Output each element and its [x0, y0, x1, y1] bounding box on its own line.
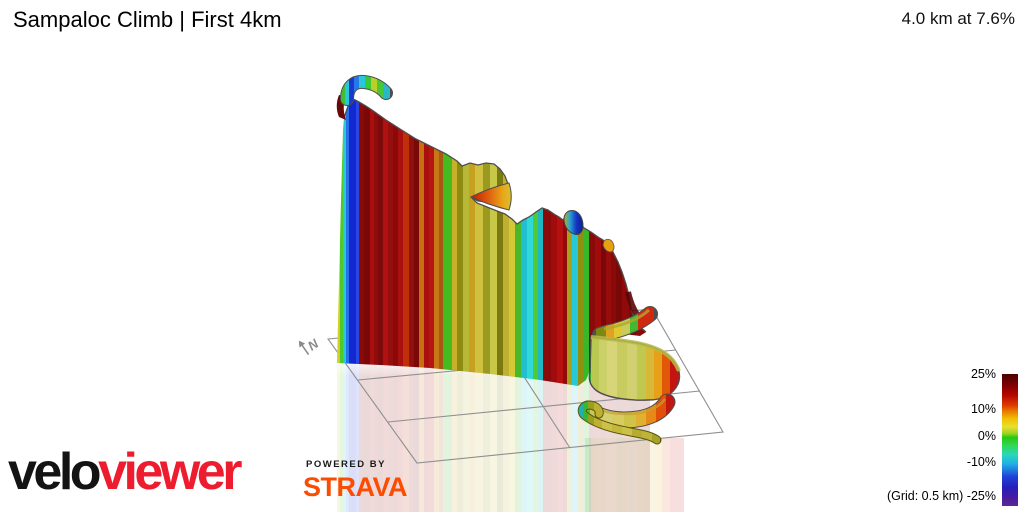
logo-velo: velo [8, 443, 102, 501]
legend-tick-label: 25% [970, 367, 996, 381]
legend-tick-label: 0% [977, 429, 996, 443]
gradient-legend-bar [1002, 374, 1018, 506]
page-title: Sampaloc Climb | First 4km [13, 7, 282, 32]
powered-by-label: POWERED BY [306, 459, 386, 470]
notch-fold [602, 238, 615, 253]
foldA-top-face [603, 308, 651, 331]
switchback-reflection [585, 438, 684, 512]
legend-tick-label: 10% [970, 402, 996, 416]
loop-top-face [590, 335, 681, 372]
climb-stats: 4.0 km at 7.6% [901, 9, 1015, 28]
legend-tick-label: (Grid: 0.5 km) -25% [886, 489, 996, 503]
summit-curl [341, 70, 390, 115]
strava-logo[interactable]: STRAVA [303, 472, 408, 502]
veloviewer-logo[interactable]: veloviewer [8, 443, 242, 501]
north-arrow: N [298, 336, 322, 356]
route-start-tail [578, 396, 660, 448]
north-label: N [305, 336, 322, 354]
logo-viewer: viewer [98, 443, 242, 501]
mid-switchback-wedge [469, 182, 512, 211]
north-arrowhead [298, 340, 306, 348]
descent-fold-cap [563, 210, 584, 235]
switchback-loop [589, 337, 680, 401]
legend: 25% 10% 0% -10% (Grid: 0.5 km) -25% [860, 0, 996, 512]
legend-tick-label: -10% [966, 455, 996, 469]
